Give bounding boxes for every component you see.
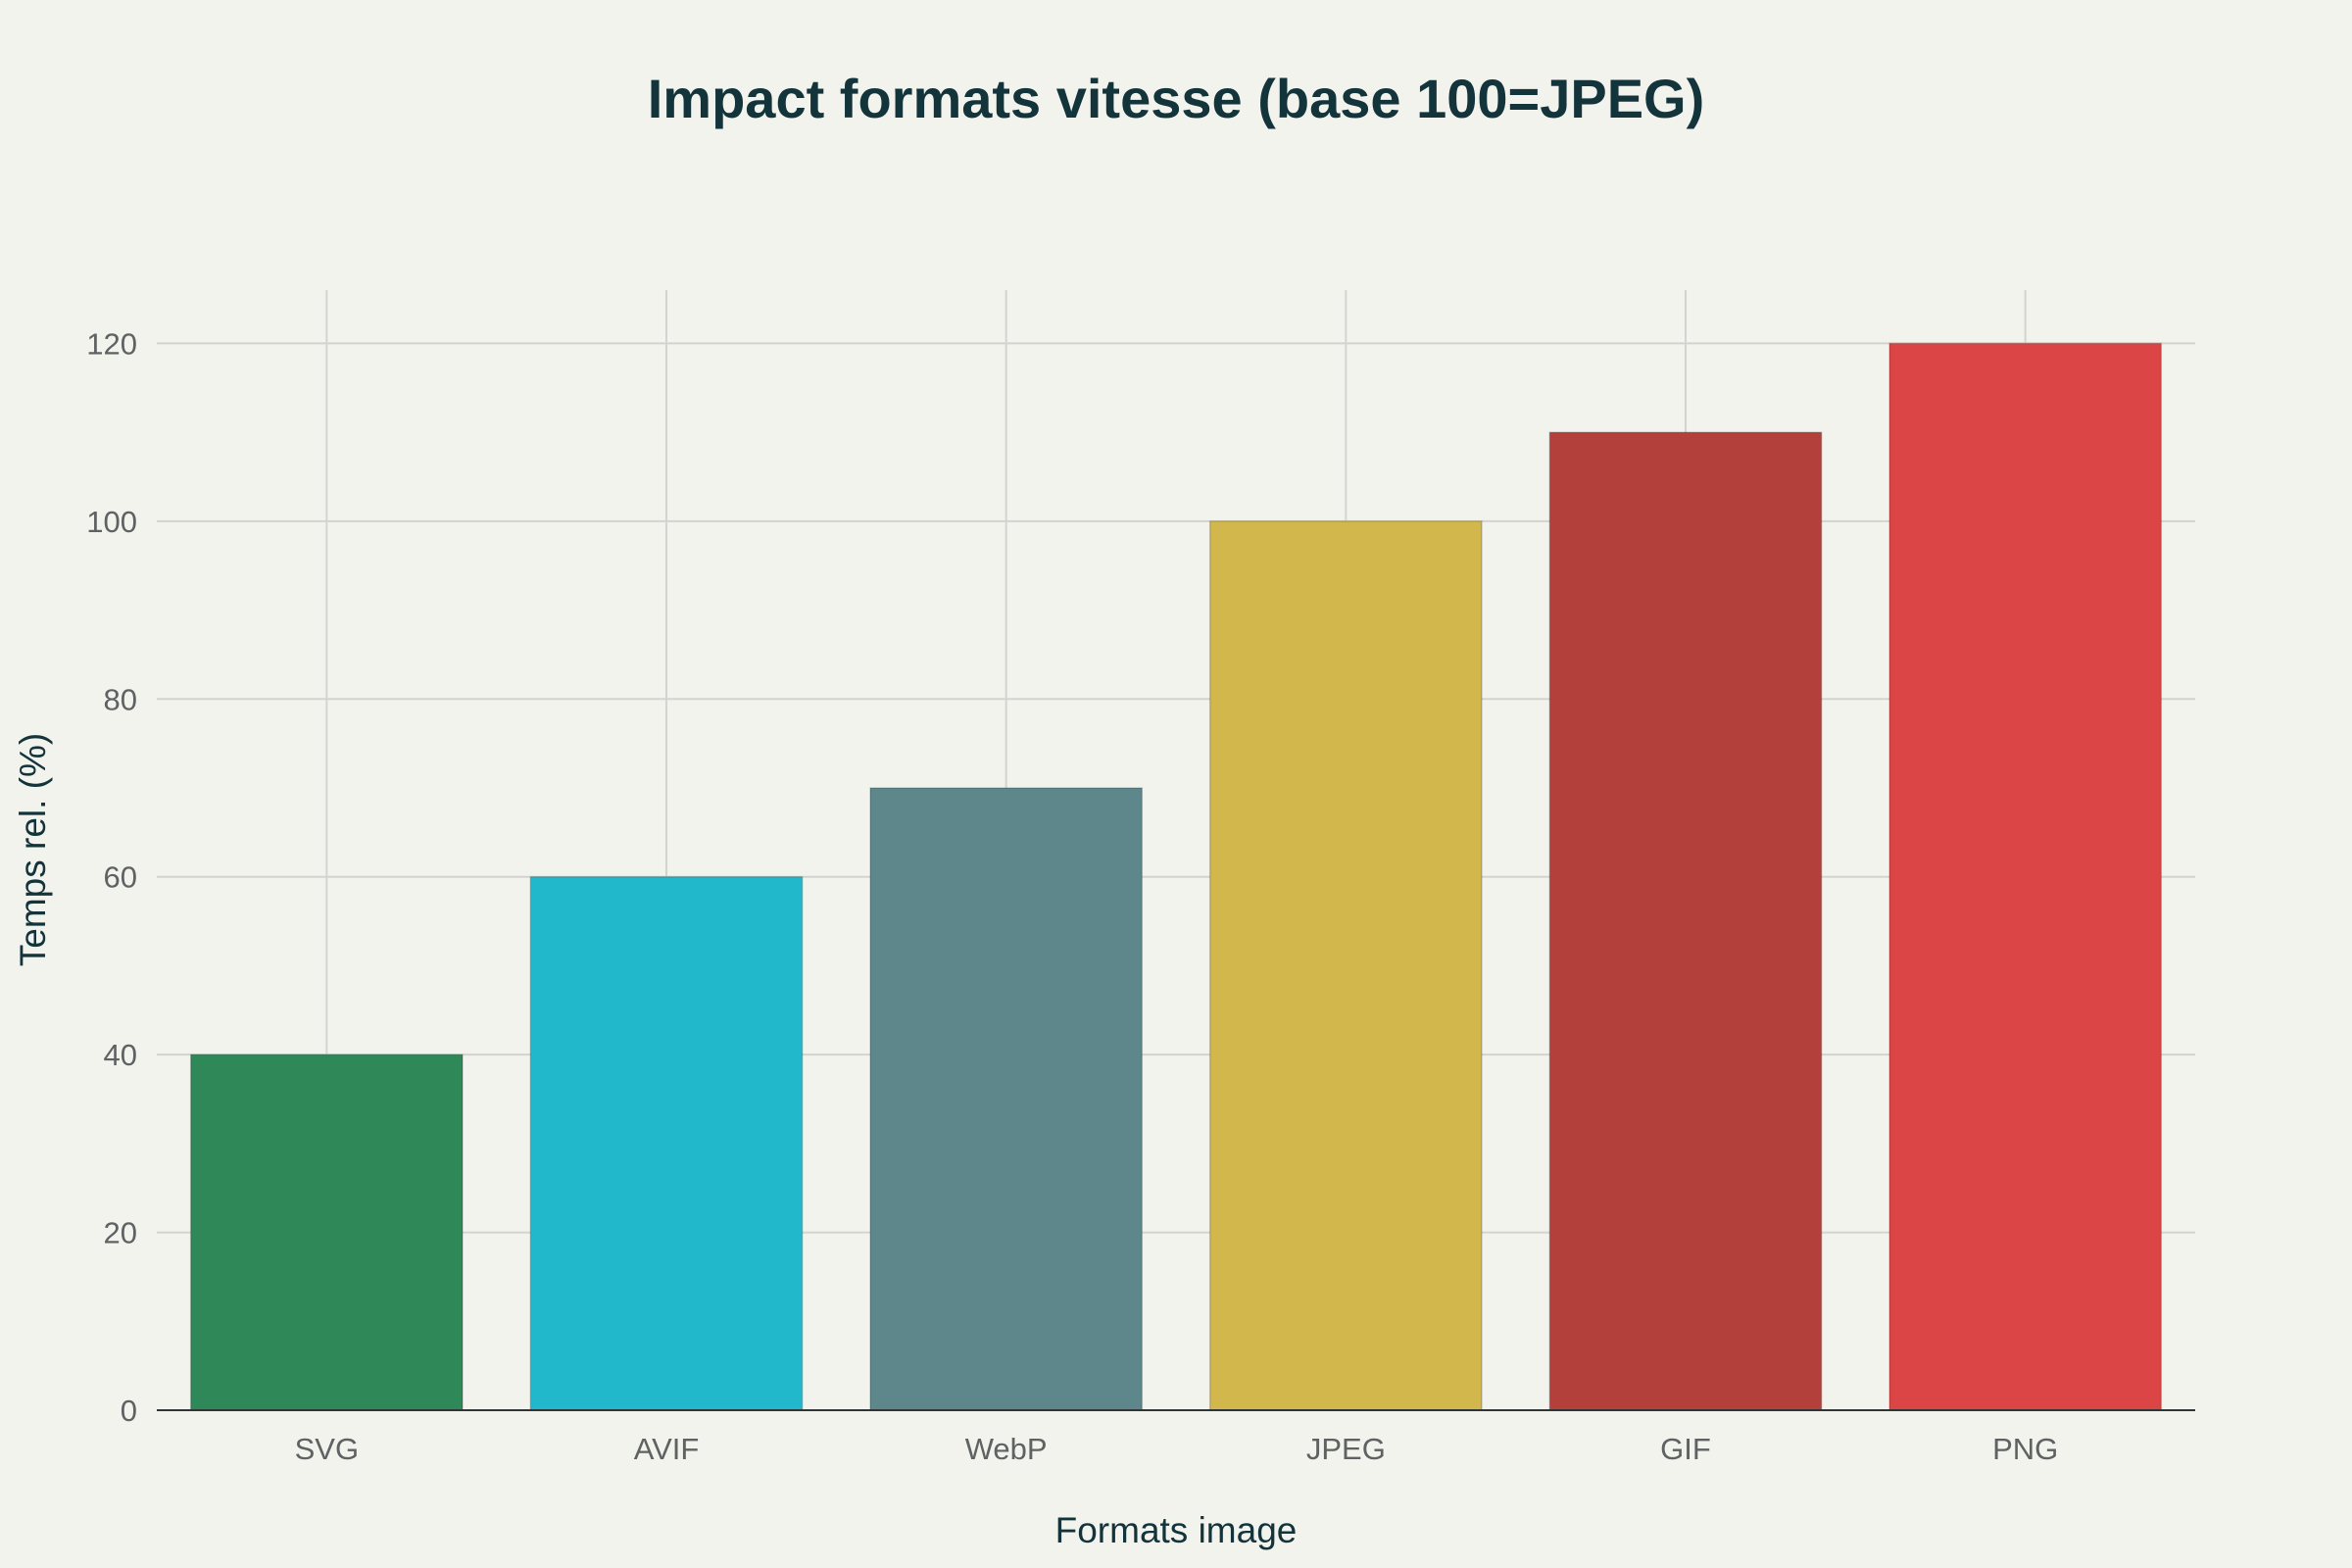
y-axis-ticks: 0 20 40 60 80 100 120 [86, 326, 137, 1428]
bar-webp [869, 787, 1144, 1411]
horizontal-gridlines [157, 342, 2195, 1234]
y-tick-label: 80 [104, 682, 137, 716]
bars [189, 342, 2163, 1411]
chart-title: Impact formats vitesse (base 100=JPEG) [648, 68, 1705, 129]
y-axis-title: Temps rel. (%) [13, 733, 53, 966]
bar-png [1888, 342, 2163, 1411]
bar-svg [189, 1054, 464, 1411]
x-tick-label: WebP [965, 1432, 1048, 1466]
bar-jpeg [1208, 520, 1483, 1411]
y-tick-label: 20 [104, 1216, 137, 1250]
y-tick-label: 60 [104, 860, 137, 895]
y-tick-label: 100 [86, 505, 137, 539]
y-tick-label: 0 [121, 1394, 137, 1428]
bar-avif [529, 875, 804, 1411]
x-tick-label: JPEG [1306, 1432, 1386, 1466]
y-tick-label: 120 [86, 326, 137, 361]
x-axis-ticks: SVG AVIF WebP JPEG GIF PNG [295, 1432, 2059, 1466]
y-tick-label: 40 [104, 1038, 137, 1072]
x-tick-label: SVG [295, 1432, 359, 1466]
x-axis-title: Formats image [1055, 1510, 1298, 1550]
bar-gif [1548, 431, 1823, 1411]
x-tick-label: PNG [1992, 1432, 2058, 1466]
x-tick-label: AVIF [634, 1432, 700, 1466]
x-tick-label: GIF [1660, 1432, 1711, 1466]
